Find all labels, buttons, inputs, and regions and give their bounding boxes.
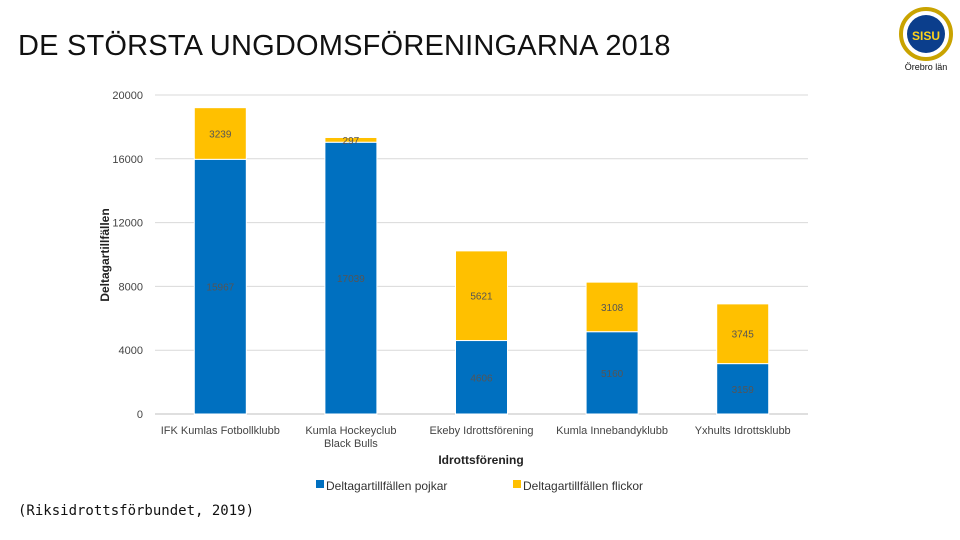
y-axis-ticks: 0 4000 8000 12000 16000 20000 (112, 90, 143, 421)
legend-swatch-girls (513, 480, 521, 488)
logo-laurel-ring (899, 7, 953, 61)
legend-label-girls: Deltagartillfällen flickor (523, 479, 643, 493)
x-category-label: IFK Kumlas Fotbollklubb (161, 425, 280, 437)
y-tick-label: 16000 (112, 154, 143, 166)
x-category-label: Kumla Hockeyclub (305, 425, 396, 437)
source-citation: (Riksidrottsförbundet, 2019) (18, 503, 255, 519)
y-tick-label: 8000 (119, 281, 143, 293)
x-axis-title: Idrottsförening (438, 453, 523, 467)
data-label-boys: 15967 (206, 283, 234, 294)
logo-emblem (907, 15, 945, 53)
y-tick-label: 20000 (112, 90, 143, 102)
bars (193, 107, 770, 415)
bar-segment-boys (193, 158, 247, 415)
data-label-boys: 5160 (601, 369, 624, 380)
data-label-boys: 3159 (732, 385, 755, 396)
bar-segment-boys (716, 363, 770, 415)
x-category-label: Black Bulls (324, 438, 378, 450)
bar-segment-boys (324, 141, 378, 415)
bar-segment-boys (455, 340, 508, 415)
bar-segment-girls (324, 136, 378, 143)
page-title: DE STÖRSTA UNGDOMSFÖRENINGARNA 2018 (18, 30, 671, 62)
sisu-logo: SISU Örebro län (899, 7, 953, 72)
legend-label-boys: Deltagartillfällen pojkar (326, 479, 447, 493)
x-category-label: Yxhults Idrottsklubb (695, 425, 791, 437)
data-label-girls: 297 (343, 136, 360, 147)
y-tick-label: 12000 (112, 218, 143, 230)
legend-swatch-boys (316, 480, 324, 488)
data-label-girls: 3108 (601, 303, 624, 314)
data-label-boys: 17039 (337, 274, 365, 285)
bar-segment-girls (193, 107, 247, 160)
y-tick-label: 4000 (119, 345, 143, 357)
bar-segment-girls (716, 303, 770, 365)
bar-segment-boys (585, 331, 639, 415)
data-label-girls: 3239 (209, 129, 232, 140)
legend: Deltagartillfällen pojkar Deltagartillfäl… (316, 479, 643, 493)
bar-segment-girls (585, 281, 639, 333)
data-label-boys: 4606 (470, 373, 493, 384)
x-axis-categories: IFK Kumlas Fotbollklubb Kumla HockeyclubB… (161, 425, 791, 450)
y-tick-label: 0 (137, 409, 143, 421)
logo-emblem-text: SISU (912, 29, 940, 43)
data-label-girls: 5621 (470, 292, 493, 303)
x-category-label: Ekeby Idrottsförening (430, 425, 534, 437)
data-labels: 15967 3239 17039 297 4606 5621 5160 3108 3159 374… (206, 129, 754, 395)
bar-segment-girls (455, 250, 508, 342)
x-category-label: Kumla Innebandyklubb (556, 425, 668, 437)
y-axis-title: Deltagartillfällen (98, 208, 112, 301)
logo-caption: Örebro län (905, 62, 948, 72)
data-label-girls: 3745 (732, 330, 755, 341)
